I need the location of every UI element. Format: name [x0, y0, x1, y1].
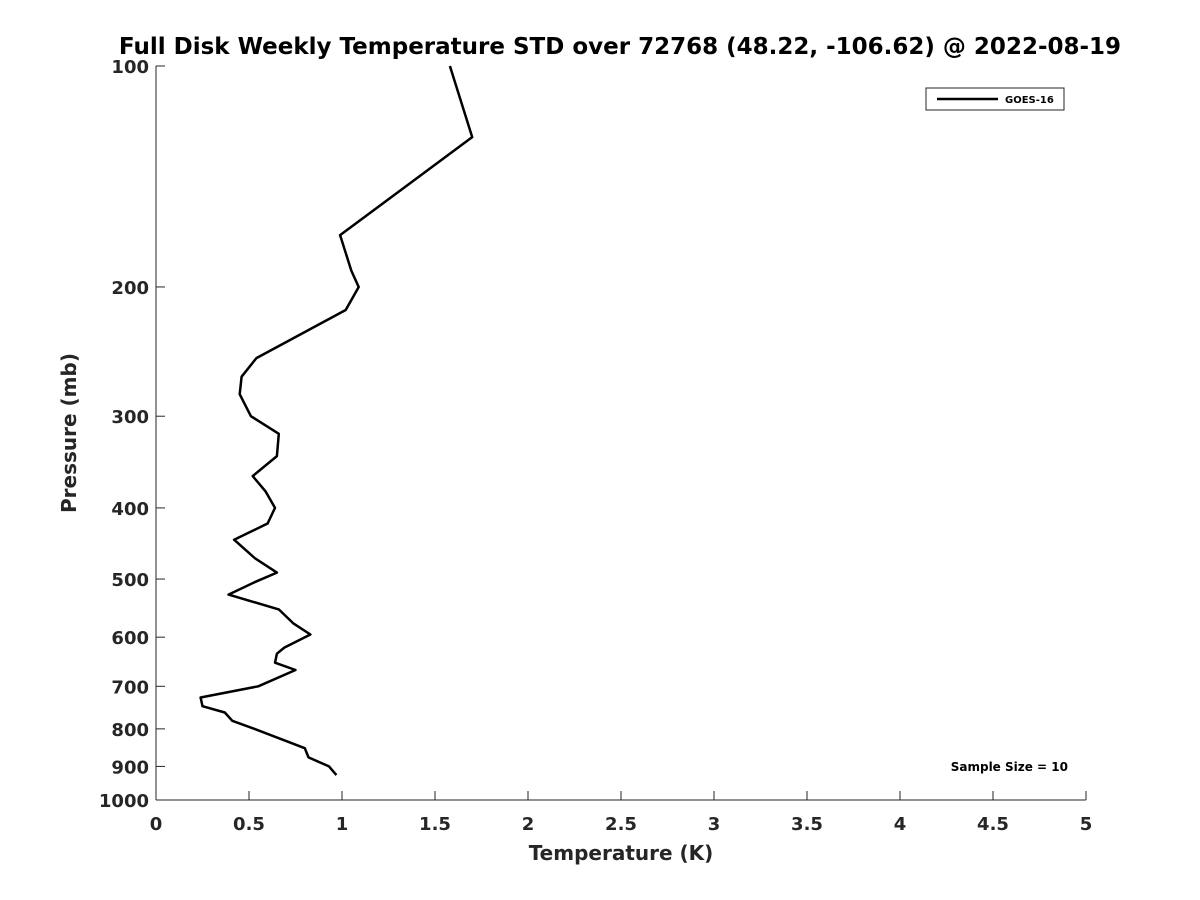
series-line-goes-16	[199, 65, 474, 776]
x-tick-label: 2	[522, 814, 535, 835]
x-tick-label: 2.5	[605, 814, 637, 835]
y-tick-label: 600	[111, 628, 149, 649]
x-tick-label: 0	[150, 814, 163, 835]
y-tick-label: 100	[111, 57, 149, 78]
y-tick-label: 700	[111, 677, 149, 698]
x-tick-label: 4	[894, 814, 907, 835]
x-tick-label: 4.5	[977, 814, 1009, 835]
y-tick-label: 900	[111, 757, 149, 778]
series-layer	[199, 65, 474, 776]
y-axis-label: Pressure (mb)	[57, 353, 81, 513]
x-tick-label: 3.5	[791, 814, 823, 835]
x-axis-label: Temperature (K)	[529, 841, 714, 865]
x-tick-label: 5	[1080, 814, 1093, 835]
y-tick-label: 1000	[99, 791, 149, 812]
y-axis-ticks: 100 200 300 400 500 600 700 800 900 1000	[99, 57, 165, 812]
y-tick-label: 500	[111, 570, 149, 591]
x-tick-label: 1.5	[419, 814, 451, 835]
chart-title: Full Disk Weekly Temperature STD over 72…	[119, 34, 1121, 60]
legend-label-goes-16: GOES-16	[1005, 95, 1054, 106]
sample-size-annotation: Sample Size = 10	[951, 760, 1068, 774]
legend: GOES-16	[925, 87, 1065, 111]
y-tick-label: 200	[111, 278, 149, 299]
x-axis-ticks: 0 0.5 1 1.5 2 2.5 3 3.5 4 4.5 5	[150, 791, 1093, 835]
plot-area	[155, 66, 1086, 801]
y-tick-label: 300	[111, 407, 149, 428]
x-tick-label: 0.5	[233, 814, 265, 835]
y-tick-label: 400	[111, 499, 149, 520]
y-tick-label: 800	[111, 720, 149, 741]
x-tick-label: 1	[336, 814, 349, 835]
x-tick-label: 3	[708, 814, 721, 835]
